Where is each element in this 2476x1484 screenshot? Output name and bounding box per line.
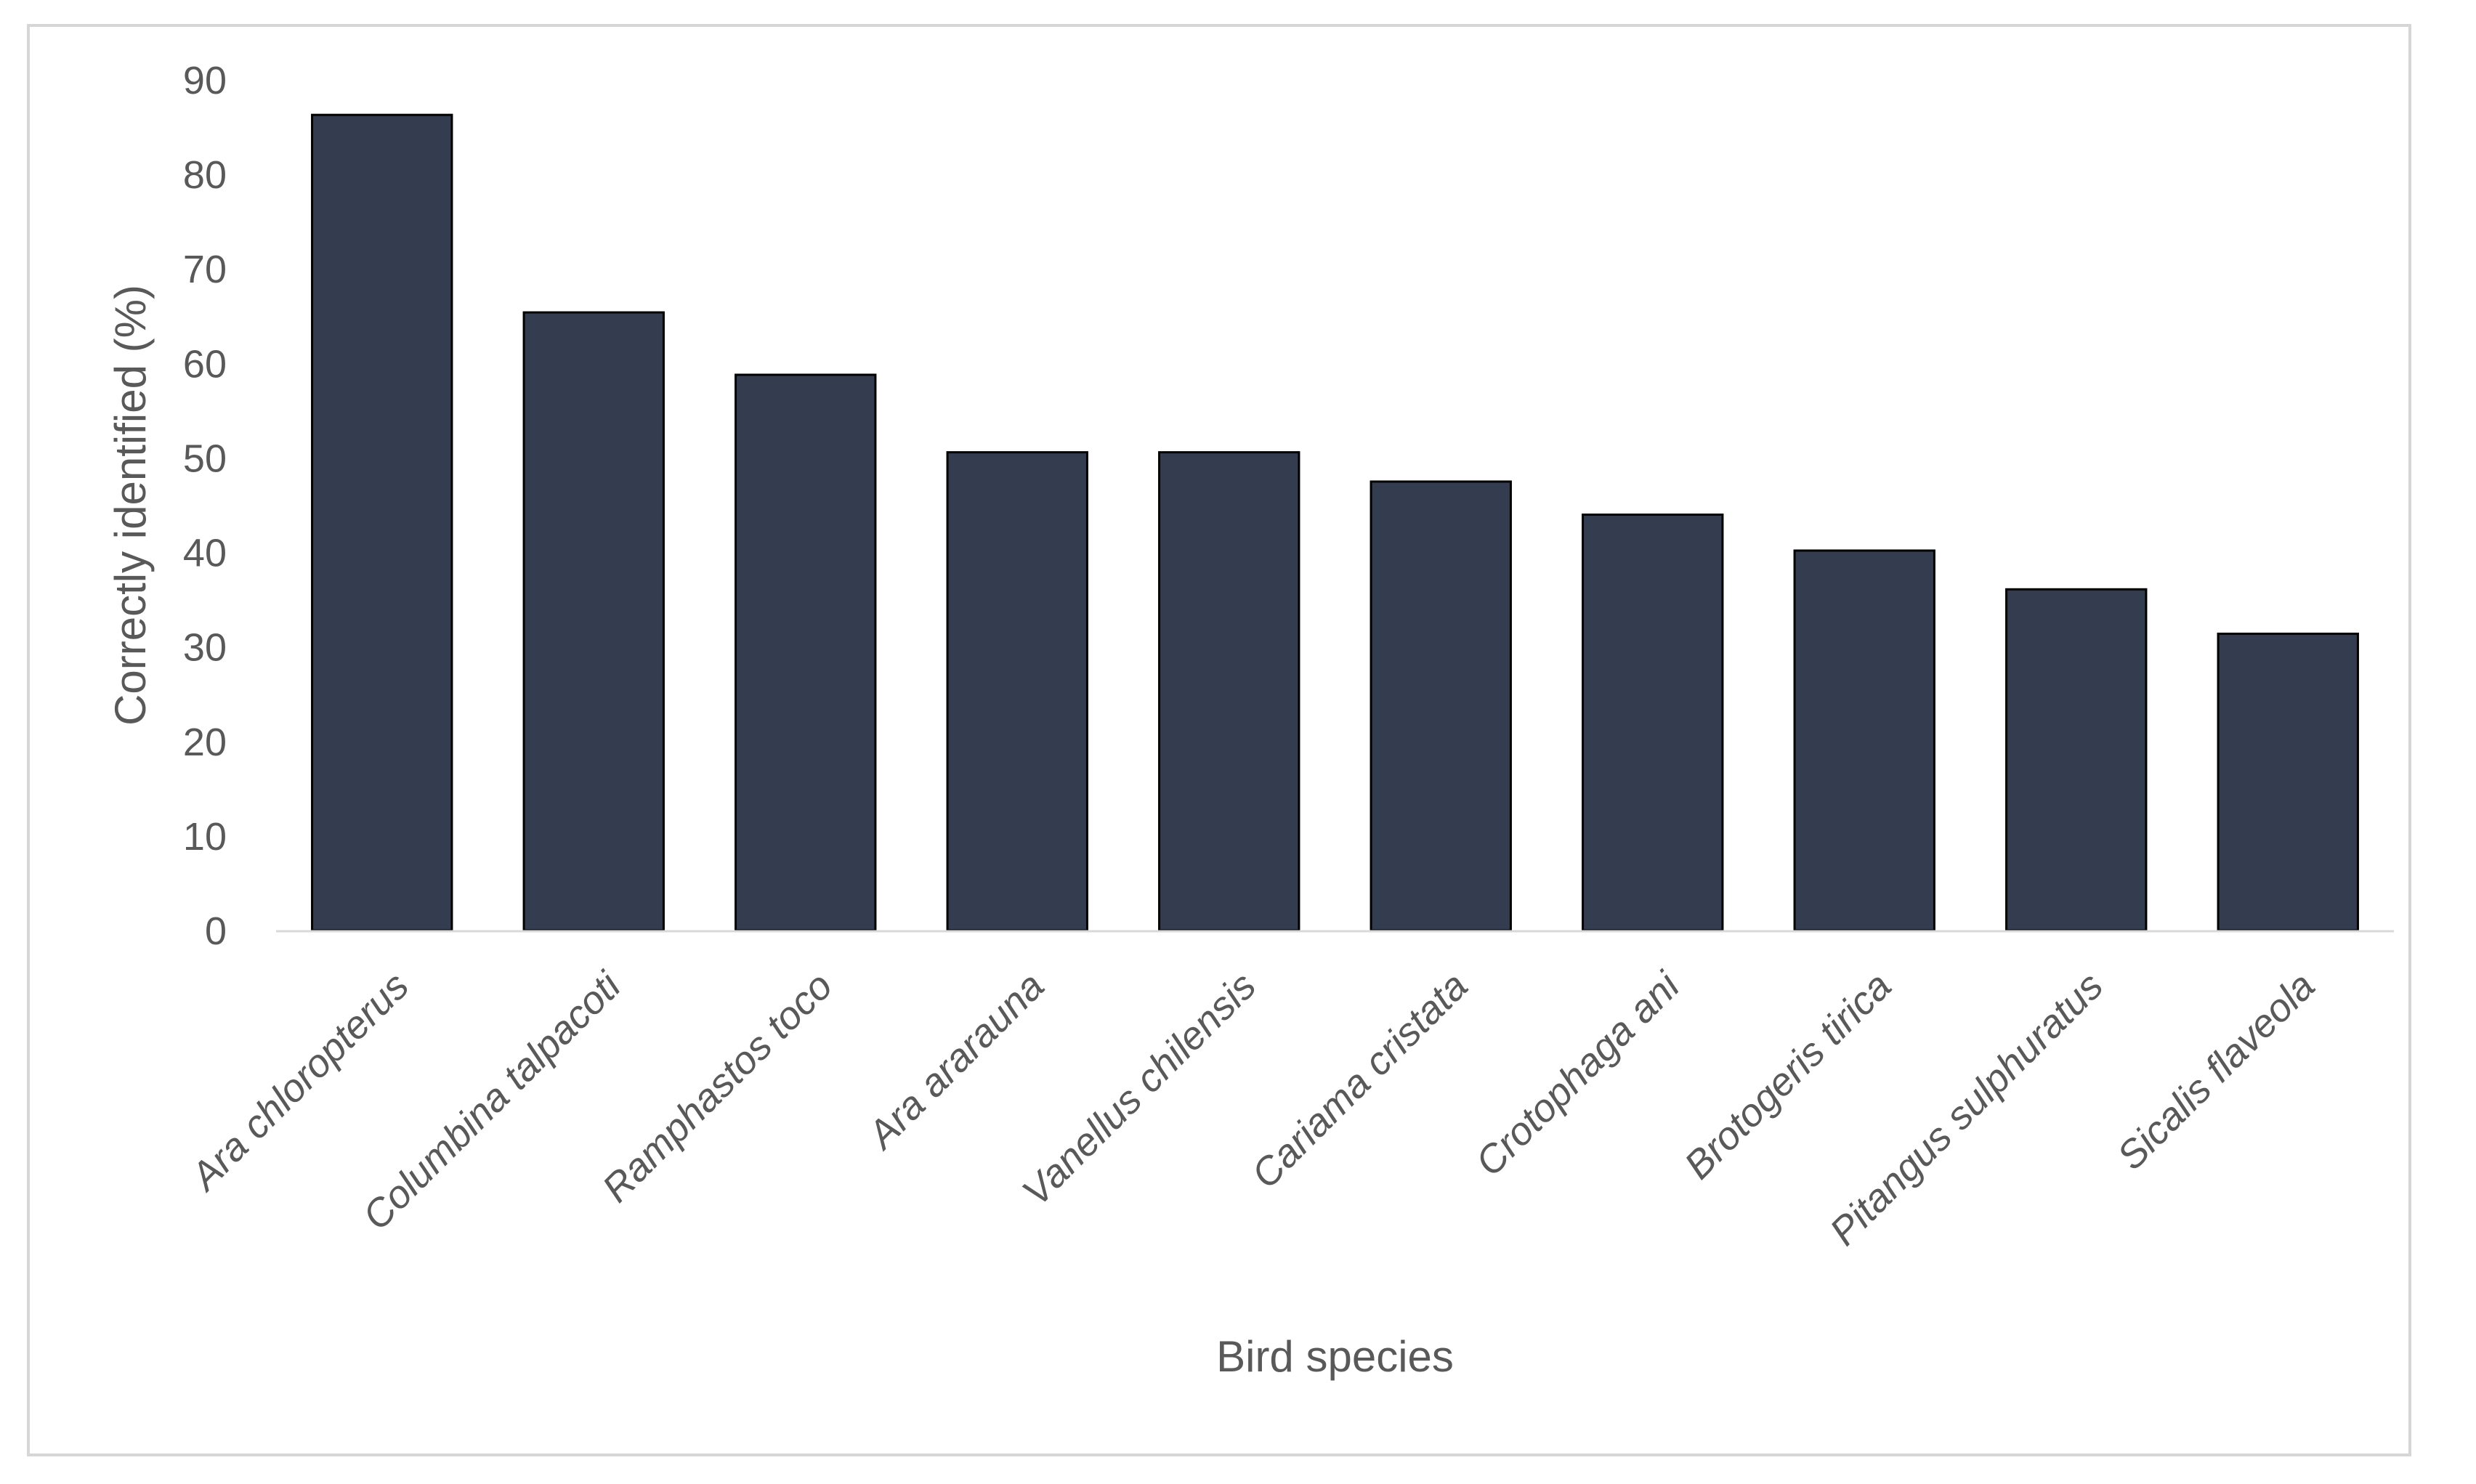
y-tick-label: 20 (183, 721, 227, 764)
x-category-label: Sicalis flaveola (2109, 964, 2323, 1178)
bar-5 (1158, 451, 1300, 932)
y-axis-ticks: 0 10 20 30 40 50 60 70 80 90 (183, 59, 227, 953)
y-tick-label: 40 (183, 532, 227, 575)
bar-1 (311, 113, 453, 932)
x-category-label: Crotophaga ani (1468, 963, 1689, 1185)
bar-6 (1370, 480, 1512, 932)
y-tick-label: 80 (183, 153, 227, 197)
y-tick-label: 0 (205, 909, 227, 953)
x-category-label: Ara chloropterus (182, 964, 418, 1200)
x-category-label: Ara ararauna (858, 964, 1052, 1158)
x-axis-title: Bird species (1216, 1332, 1454, 1381)
y-axis-title: Correctly identified (%) (106, 285, 155, 726)
x-category-label: Vanellus chilensis (1014, 964, 1265, 1215)
bars-group (311, 113, 2359, 932)
x-category-label: Cariama cristata (1243, 964, 1476, 1196)
bar-4 (946, 451, 1088, 932)
x-category-label: Brotogeris tirica (1676, 964, 1900, 1188)
bar-3 (735, 373, 877, 932)
y-tick-label: 30 (183, 626, 227, 670)
y-tick-label: 70 (183, 248, 227, 291)
y-tick-label: 50 (183, 437, 227, 480)
x-category-label: Ramphastos toco (594, 964, 841, 1211)
bar-9 (2005, 588, 2148, 932)
y-tick-label: 10 (183, 815, 227, 859)
bar-8 (1793, 549, 1935, 932)
y-tick-label: 60 (183, 342, 227, 386)
bar-2 (522, 311, 665, 932)
y-tick-label: 90 (183, 59, 227, 102)
bar-7 (1582, 514, 1724, 932)
bar-10 (2217, 632, 2359, 932)
